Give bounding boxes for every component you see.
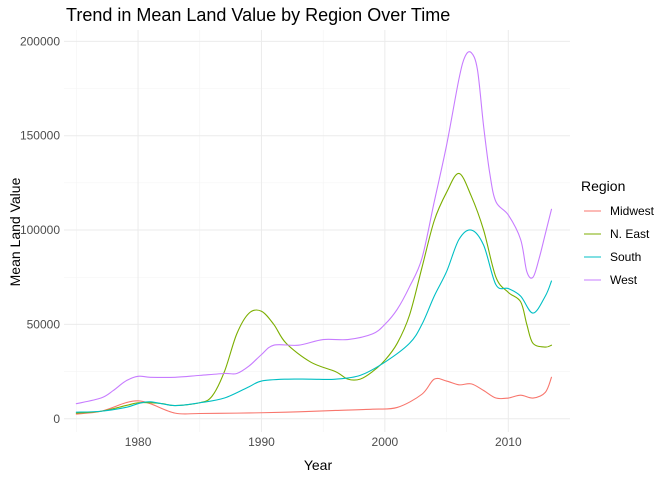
y-tick-label: 50000	[27, 317, 61, 331]
y-axis-ticks: 0 50000 100000 150000 200000	[20, 34, 60, 425]
y-tick-label: 200000	[20, 34, 60, 48]
x-tick-label: 2010	[495, 435, 522, 449]
y-axis-title: Mean Land Value	[7, 177, 23, 286]
legend: Region Midwest N. East South West	[581, 178, 655, 287]
y-tick-label: 150000	[20, 129, 60, 143]
chart-title: Trend in Mean Land Value by Region Over …	[66, 5, 450, 25]
grid	[64, 30, 570, 432]
series-line-midwest	[75, 376, 553, 415]
series-layer	[75, 51, 553, 415]
legend-title: Region	[581, 178, 625, 194]
y-tick-label: 0	[53, 412, 60, 426]
x-tick-label: 2000	[372, 435, 399, 449]
x-tick-label: 1990	[248, 435, 275, 449]
x-tick-label: 1980	[125, 435, 152, 449]
series-line-west	[75, 51, 553, 405]
y-tick-label: 100000	[20, 223, 60, 237]
legend-label-n-east: N. East	[610, 227, 650, 241]
legend-label-south: South	[610, 250, 641, 264]
legend-label-west: West	[610, 273, 638, 287]
x-axis-ticks: 1980 1990 2000 2010	[125, 435, 522, 449]
legend-label-midwest: Midwest	[610, 204, 655, 218]
x-axis-title: Year	[304, 457, 333, 473]
series-line-south	[75, 229, 553, 413]
